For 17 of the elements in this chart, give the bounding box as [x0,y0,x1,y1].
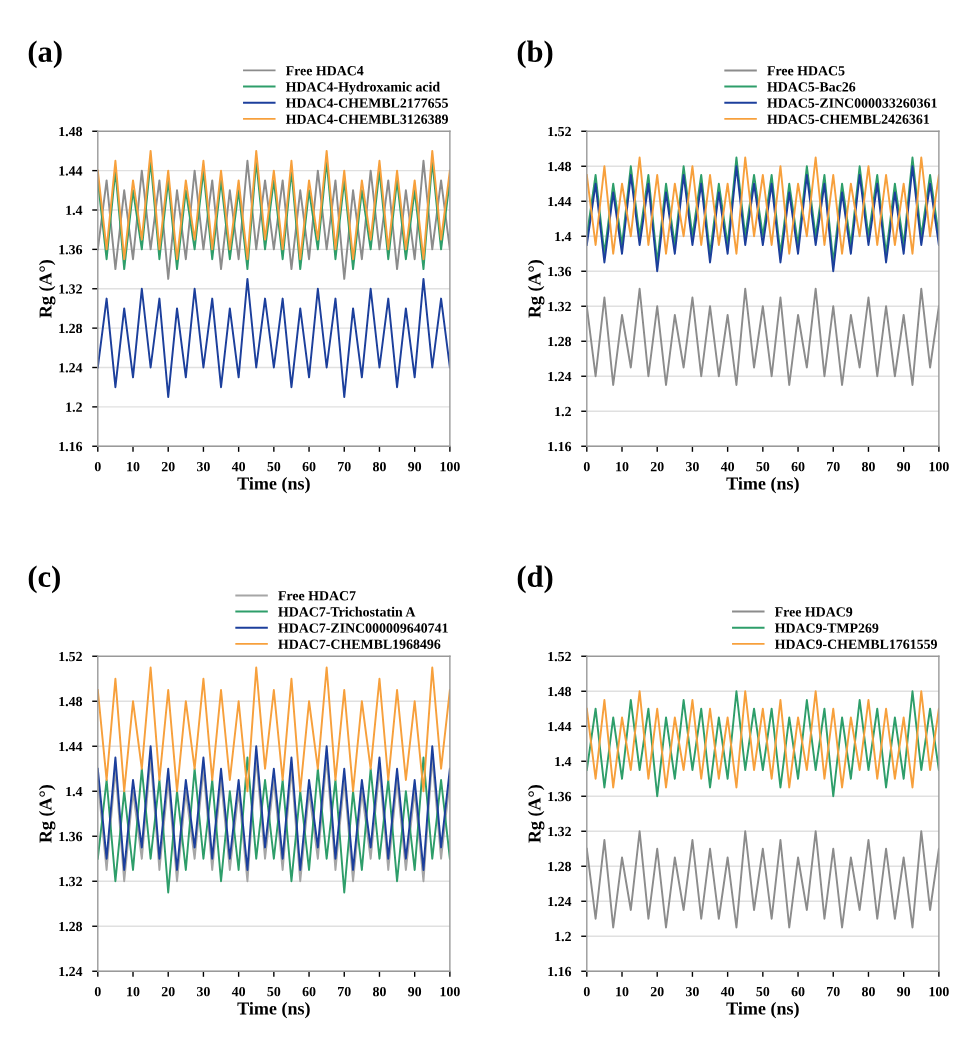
chart-title: (c) [28,565,60,594]
y-axis-title: Rg (A°) [527,260,545,318]
line-series [97,277,450,398]
y-axis-title: Rg (A°) [527,785,545,843]
chart-title: (b) [517,40,553,69]
x-axis-title: Time (ns) [726,476,799,494]
x-axis-title: Time (ns) [237,476,310,494]
chart-title: (d) [517,565,553,594]
chart-title: (a) [28,40,62,69]
line-series [97,666,450,793]
y-axis-title: Rg (A°) [38,260,56,318]
y-axis-title: Rg (A°) [38,785,56,843]
x-axis-title: Time (ns) [726,1001,799,1019]
x-axis-title: Time (ns) [237,1001,310,1019]
line-series [97,745,450,871]
line-series [586,287,939,386]
line-series [586,830,939,929]
